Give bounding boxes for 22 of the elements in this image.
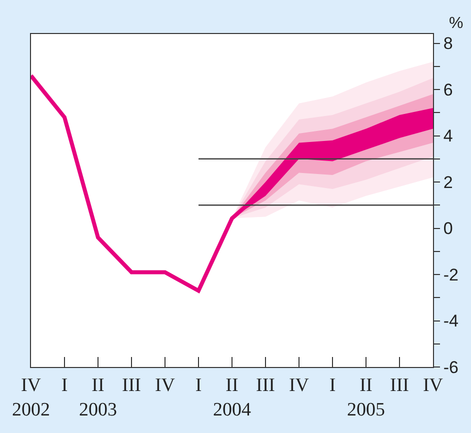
x-tick-label: III <box>390 374 409 396</box>
y-tick-label: 8 <box>443 34 453 54</box>
x-tick-label: I <box>195 374 202 396</box>
y-tick-label: -4 <box>443 312 459 331</box>
y-tick-label: 2 <box>443 172 453 192</box>
y-tick-label: 6 <box>443 80 453 100</box>
y-tick-label: -2 <box>443 265 459 284</box>
y-tick-label: -6 <box>443 358 459 377</box>
x-tick-label: I <box>329 374 336 396</box>
y-tick-label: 0 <box>443 219 453 238</box>
x-tick-label: I <box>61 374 68 396</box>
x-tick-label: II 2005 <box>347 374 385 420</box>
x-tick-label: II 2004 <box>213 374 252 420</box>
y-tick-label: 4 <box>443 126 453 146</box>
x-tick-label: II 2003 <box>79 374 117 420</box>
x-tick-label: III <box>122 374 141 396</box>
x-tick-label: IV <box>154 374 176 396</box>
x-tick-label: IV <box>422 374 444 396</box>
y-axis-title: % <box>449 15 464 32</box>
x-tick-label: IV <box>288 374 310 396</box>
x-tick-label: IV 2002 <box>12 374 50 420</box>
x-tick-label: III <box>256 374 275 396</box>
